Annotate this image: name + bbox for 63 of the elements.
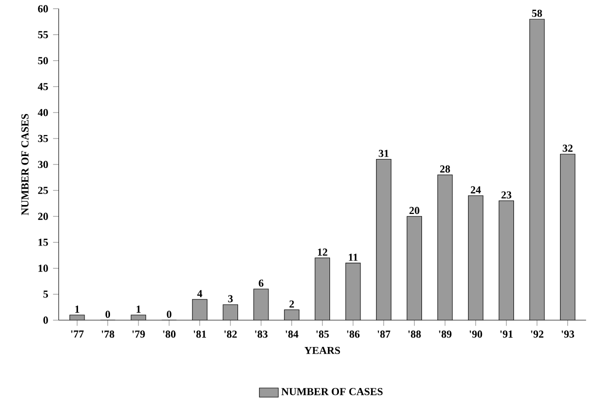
y-tick-label: 10 — [38, 264, 48, 272]
bar — [223, 304, 238, 320]
data-label: 1 — [136, 306, 141, 313]
x-tick-label: '89 — [439, 330, 452, 338]
x-tick-label: '80 — [163, 330, 176, 338]
bar — [346, 263, 360, 320]
x-tick-label: '83 — [255, 330, 268, 338]
x-tick-label: '85 — [316, 330, 329, 338]
x-tick-label: '79 — [132, 330, 145, 338]
bar — [468, 196, 484, 320]
bar — [315, 258, 330, 320]
data-label: 6 — [258, 280, 264, 287]
bar — [560, 154, 576, 320]
data-label: 12 — [318, 248, 328, 256]
data-label: 0 — [106, 310, 110, 318]
x-tick-label: '77 — [71, 330, 84, 338]
x-tick-label: '88 — [408, 330, 421, 338]
x-tick-label: '78 — [102, 330, 114, 338]
data-label: 3 — [228, 295, 233, 303]
bar — [498, 200, 514, 320]
y-tick-label: 50 — [38, 57, 48, 64]
data-label: 1 — [75, 306, 80, 313]
bar — [284, 310, 300, 320]
y-tick-label: 20 — [38, 212, 48, 220]
y-tick-label: 40 — [38, 109, 48, 116]
data-label: 28 — [440, 166, 450, 173]
data-label: 11 — [348, 254, 358, 261]
bar — [438, 175, 452, 320]
x-tick-label: '90 — [470, 330, 482, 338]
y-tick-label: 25 — [38, 187, 48, 194]
x-tick-label: '93 — [562, 330, 574, 338]
y-tick-label: 5 — [43, 290, 48, 298]
data-label: 31 — [378, 150, 388, 158]
x-tick-label: '92 — [531, 330, 544, 338]
data-label: 2 — [290, 300, 294, 308]
y-tick-label: 30 — [38, 161, 48, 168]
data-label: 24 — [470, 186, 481, 194]
x-tick-label: '84 — [286, 330, 298, 338]
y-tick-label: 55 — [38, 31, 48, 38]
data-label: 4 — [197, 290, 202, 298]
x-tick-label: '86 — [347, 330, 360, 338]
data-label: 0 — [166, 310, 172, 318]
x-tick-label: '81 — [194, 330, 206, 338]
y-axis-title: NUMBER OF CASES — [21, 114, 29, 216]
y-tick-label: 15 — [38, 238, 48, 246]
x-tick-label: '87 — [378, 330, 390, 338]
bar — [192, 300, 208, 320]
y-tick-label: 60 — [38, 5, 48, 13]
x-axis-title: YEARS — [304, 347, 340, 354]
y-tick-label: 35 — [38, 135, 48, 142]
bar — [407, 216, 422, 320]
y-tick-label: 0 — [43, 316, 48, 324]
y-tick-label: 45 — [38, 83, 48, 90]
legend-label: NUMBER OF CASES — [281, 388, 383, 396]
bar — [530, 19, 544, 320]
x-tick-label: '91 — [500, 330, 513, 338]
bar — [376, 159, 392, 320]
data-label: 23 — [501, 192, 512, 199]
x-tick-label: '82 — [224, 330, 237, 338]
data-label: 58 — [532, 10, 542, 18]
bar — [254, 289, 268, 320]
data-label: 20 — [409, 207, 420, 214]
data-label: 32 — [562, 144, 573, 152]
